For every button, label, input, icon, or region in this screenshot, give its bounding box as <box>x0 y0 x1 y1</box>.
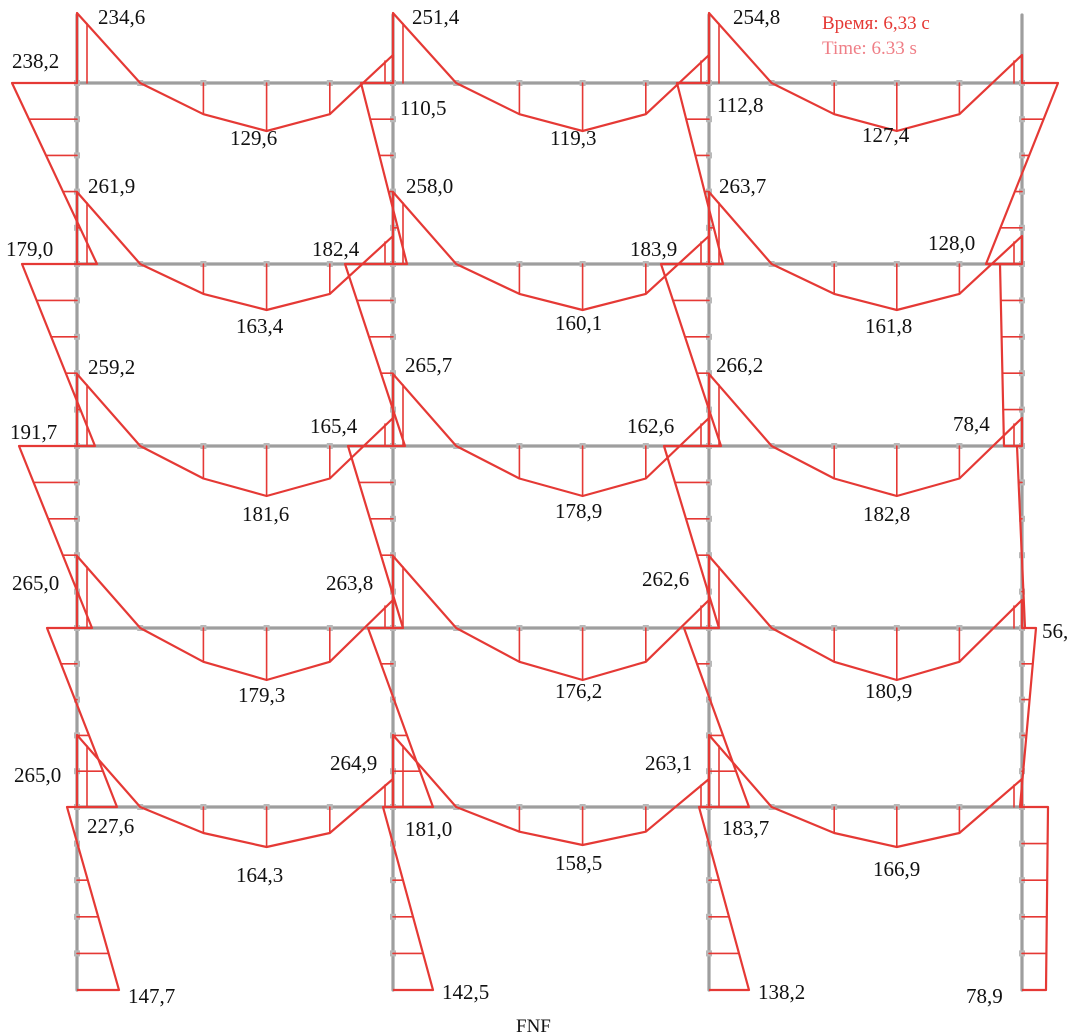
value-label: 129,6 <box>230 126 277 150</box>
value-label: 165,4 <box>310 414 358 438</box>
value-label: 78,4 <box>953 412 990 436</box>
beam-moment-curve <box>76 373 394 498</box>
column-moment-diagram <box>381 805 435 992</box>
value-label: 110,5 <box>400 96 446 120</box>
beam-moment-curve <box>392 555 710 682</box>
column-moment-diagram <box>1022 805 1050 992</box>
value-label: 234,6 <box>98 5 145 29</box>
value-label: 160,1 <box>555 311 602 335</box>
column-moment-diagram <box>998 262 1022 448</box>
value-label: 147,7 <box>128 984 175 1008</box>
value-label: 179,3 <box>238 683 285 707</box>
value-label: 162,6 <box>627 414 674 438</box>
value-label: 238,2 <box>12 49 59 73</box>
value-label: 176,2 <box>555 679 602 703</box>
value-label: 112,8 <box>717 93 763 117</box>
time-label-ru: Время: 6,33 с <box>822 13 930 34</box>
column-moment-diagram <box>662 444 721 630</box>
column-moment-diagram <box>682 626 751 809</box>
value-label: 142,5 <box>442 980 489 1004</box>
value-label: 182,4 <box>312 237 360 261</box>
value-label: 161,8 <box>865 314 912 338</box>
value-label: 263,8 <box>326 571 373 595</box>
beam-moment-curve <box>708 373 1023 498</box>
column-moment-diagram <box>675 81 725 266</box>
value-label: 56, <box>1042 619 1068 643</box>
value-label: 266,2 <box>716 353 763 377</box>
value-label: 259,2 <box>88 355 135 379</box>
column-moment-diagram <box>45 626 119 809</box>
beam-moment-curve <box>392 191 710 312</box>
moment-curves <box>10 11 1060 992</box>
value-label: 265,0 <box>14 763 61 787</box>
value-label: 254,8 <box>733 5 780 29</box>
beam-moment-curve <box>392 373 710 498</box>
value-label: 261,9 <box>88 174 135 198</box>
value-label: 163,4 <box>236 314 284 338</box>
value-label: 181,6 <box>242 502 289 526</box>
value-label: 251,4 <box>412 5 460 29</box>
value-label: 262,6 <box>642 567 689 591</box>
column-moment-diagram <box>10 81 99 266</box>
value-label: 183,7 <box>722 816 769 840</box>
value-label: 263,1 <box>645 751 692 775</box>
value-label: 182,8 <box>863 502 910 526</box>
column-moment-diagram <box>20 262 97 448</box>
beam-moment-curve <box>76 734 394 849</box>
beam-moment-curve <box>708 734 1023 849</box>
column-moment-diagram <box>359 81 409 266</box>
column-moment-diagram <box>17 444 94 630</box>
value-label: 191,7 <box>10 420 57 444</box>
beam-moment-curve <box>708 191 1023 312</box>
value-label: 258,0 <box>406 174 453 198</box>
value-label: 166,9 <box>873 857 920 881</box>
value-label: 180,9 <box>865 679 912 703</box>
column-moment-diagram <box>346 444 405 630</box>
column-moment-diagram <box>366 626 435 809</box>
beam-moment-curve <box>392 734 710 847</box>
beam-moment-curve <box>76 12 394 133</box>
beam-moment-curve <box>708 555 1023 682</box>
value-label: 265,0 <box>12 571 59 595</box>
value-label: 181,0 <box>405 817 452 841</box>
value-label: 158,5 <box>555 851 602 875</box>
column-moment-diagram <box>65 805 121 992</box>
beam-moment-curve <box>76 191 394 312</box>
value-label: 178,9 <box>555 499 602 523</box>
column-moment-diagram <box>697 805 751 992</box>
beam-moment-curve <box>708 12 1023 133</box>
beam-moment-curve <box>392 12 710 133</box>
value-label: 227,6 <box>87 814 134 838</box>
figure-caption: FNF <box>516 1016 551 1035</box>
column-moment-diagram <box>659 262 723 448</box>
frame-lines <box>75 13 1024 992</box>
value-label: 265,7 <box>405 353 452 377</box>
value-label: 263,7 <box>719 174 766 198</box>
column-moment-diagram <box>343 262 407 448</box>
beam-moment-curve <box>76 555 394 682</box>
value-label: 264,9 <box>330 751 377 775</box>
value-label: 164,3 <box>236 863 283 887</box>
value-label: 128,0 <box>928 231 975 255</box>
value-label: 179,0 <box>6 237 53 261</box>
value-label: 127,4 <box>862 123 910 147</box>
time-label-en: Time: 6.33 s <box>822 38 917 59</box>
column-moment-diagram <box>1018 626 1038 809</box>
value-label: 138,2 <box>758 980 805 1004</box>
value-label: 119,3 <box>550 126 596 150</box>
value-label: 183,9 <box>630 237 677 261</box>
value-label: 78,9 <box>966 984 1003 1008</box>
